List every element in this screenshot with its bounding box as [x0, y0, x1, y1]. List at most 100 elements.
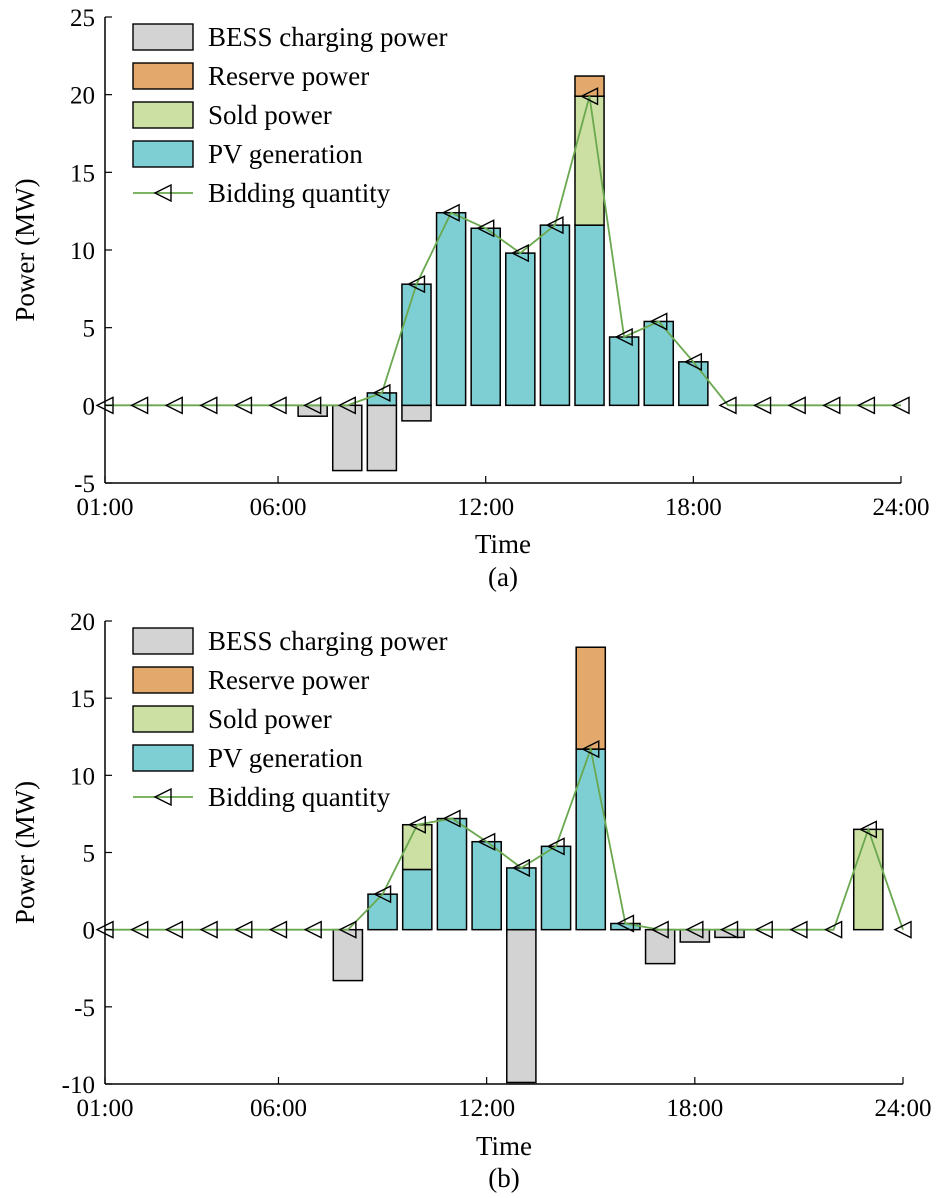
bidding-quantity-marker	[683, 352, 703, 371]
x-tick-label: 06:00	[250, 1095, 307, 1122]
bar-sold-power	[574, 95, 605, 226]
bidding-quantity-marker	[891, 396, 910, 415]
legend-label-reserve-power: Reserve power	[208, 61, 369, 91]
x-tick-label: 01:00	[77, 1095, 134, 1122]
legend-swatch-pv-generation	[132, 140, 194, 168]
bar-pv-generation	[471, 840, 502, 931]
y-tick-label: 25	[70, 5, 95, 32]
bars	[297, 75, 709, 472]
bar-reserve-power	[574, 75, 605, 97]
y-tick-label: 15	[70, 686, 95, 713]
legend-swatch-pv-generation	[132, 744, 194, 772]
bidding-quantity-marker	[615, 914, 635, 933]
legend-swatch-bess-charging-power	[132, 23, 194, 51]
panel-caption: (a)	[488, 562, 518, 592]
x-axis-label: Time	[475, 529, 531, 559]
bar-pv-generation	[643, 320, 675, 407]
y-tick-label: 20	[70, 83, 95, 110]
legend-swatch-sold-power	[132, 705, 194, 733]
bars	[332, 646, 884, 1084]
bar-pv-generation	[505, 252, 536, 407]
bidding-quantity-line	[105, 95, 901, 407]
bar-pv-generation	[540, 845, 572, 931]
bidding-quantity-marker	[787, 396, 806, 415]
y-tick-label: -5	[74, 995, 95, 1022]
bidding-quantity-marker	[199, 920, 218, 939]
legend: BESS charging power Reserve power Sold pow…	[132, 22, 447, 208]
bar-pv-generation	[366, 392, 398, 407]
bidding-quantity-marker	[441, 203, 460, 222]
x-tick-label: 24:00	[873, 494, 930, 521]
bidding-quantity-marker	[511, 858, 531, 878]
y-tick-label: -10	[62, 1072, 95, 1099]
bidding-quantity-marker	[650, 920, 669, 939]
y-tick-label: -5	[74, 471, 95, 498]
x-tick-label: 01:00	[77, 494, 134, 521]
bidding-quantity-marker	[824, 920, 843, 939]
bar-pv-generation	[401, 283, 432, 407]
bidding-quantity-marker	[268, 396, 287, 415]
legend-label-pv-generation: PV generation	[208, 139, 363, 169]
bidding-quantity-marker	[233, 396, 253, 415]
bidding-quantity-marker	[510, 243, 530, 263]
bidding-quantity-marker	[546, 837, 565, 856]
bar-pv-generation	[539, 224, 571, 407]
bidding-quantity-marker	[476, 219, 495, 238]
bar-bess-charging	[644, 928, 676, 965]
y-tick-label: 10	[70, 238, 95, 265]
bar-pv-generation	[506, 867, 537, 931]
bar-pv-generation	[367, 893, 398, 931]
bidding-quantity-marker	[789, 920, 808, 939]
chart-panel-b: -10 -5 0 5 10 15 20 01:00 06:00 12:00 18:00 24:00 Ti…	[10, 609, 931, 1193]
legend: BESS charging power Reserve power Sold pow…	[132, 626, 447, 812]
bidding-quantity-marker	[649, 312, 668, 331]
bidding-quantity-marker	[858, 820, 878, 839]
bidding-quantity-marker	[614, 327, 633, 347]
bidding-quantity-marker	[130, 396, 149, 415]
legend-label-reserve-power: Reserve power	[208, 665, 369, 695]
legend-label-sold-power: Sold power	[208, 704, 332, 734]
bidding-quantity-marker	[718, 396, 737, 415]
legend-swatch-bess-charging-power	[132, 627, 194, 655]
bidding-quantity-marker	[268, 920, 288, 939]
bar-bess-charging	[331, 404, 363, 472]
bar-pv-generation	[575, 748, 607, 931]
x-tick-label: 12:00	[457, 494, 514, 521]
bidding-quantity-marker	[407, 815, 426, 834]
bidding-quantity-marker	[893, 920, 912, 939]
legend-swatch-reserve-power	[132, 62, 194, 90]
bar-sold-power	[401, 823, 433, 871]
bidding-quantity-marker	[754, 920, 773, 939]
bidding-quantity-line	[105, 745, 904, 931]
y-axis-label: Power (MW)	[10, 178, 40, 321]
bidding-quantity-marker	[685, 920, 704, 939]
bidding-quantity-marker	[337, 396, 356, 415]
legend-label-bidding-quantity: Bidding quantity	[208, 178, 391, 208]
bar-sold-power	[852, 828, 884, 931]
bar-pv-generation	[401, 868, 433, 931]
legend-label-sold-power: Sold power	[208, 100, 332, 130]
bidding-quantity-marker	[372, 383, 391, 403]
bar-bess-charging	[332, 928, 364, 982]
legend-label-bidding-quantity: Bidding quantity	[208, 782, 391, 812]
x-axis-label: Time	[476, 1131, 532, 1161]
bidding-quantity-marker	[199, 396, 218, 415]
legend-label-bess-charging-power: BESS charging power	[208, 22, 447, 52]
bidding-quantity-marker	[164, 396, 183, 415]
bidding-quantity-marker	[822, 396, 841, 415]
x-tick-label: 18:00	[666, 1095, 723, 1122]
bidding-quantity-marker	[303, 396, 322, 415]
x-tick-label: 24:00	[875, 1095, 932, 1122]
bidding-quantity-marker	[406, 275, 426, 294]
bidding-quantity-marker	[164, 920, 184, 939]
bar-bess-charging	[366, 404, 398, 472]
x-tick-label: 12:00	[458, 1095, 515, 1122]
bar-reserve-power	[575, 646, 607, 750]
legend-label-pv-generation: PV generation	[208, 743, 363, 773]
bidding-quantity-marker	[372, 885, 392, 904]
bidding-quantity-marker	[477, 832, 496, 851]
y-tick-label: 0	[83, 393, 96, 420]
y-tick-label: 10	[70, 763, 95, 790]
y-tick-label: 0	[83, 918, 96, 945]
